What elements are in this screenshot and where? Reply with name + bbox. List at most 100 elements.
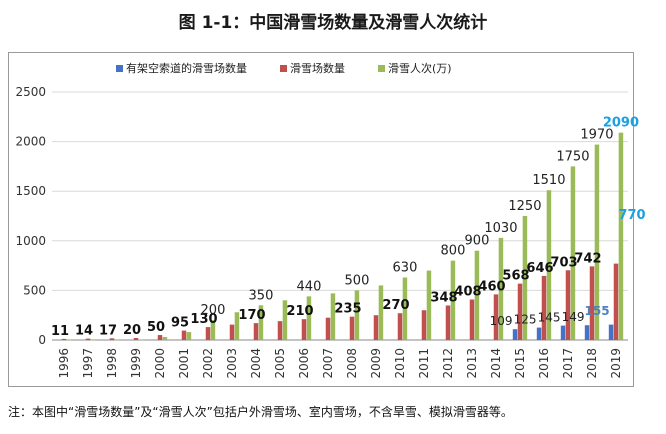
y-tick-label: 0 — [38, 333, 46, 347]
legend-swatch — [378, 65, 385, 72]
data-label: 703 — [550, 255, 577, 270]
legend-label: 滑雪场数量 — [290, 61, 345, 75]
bar — [512, 329, 518, 340]
data-label: 440 — [297, 279, 322, 294]
bar — [536, 327, 542, 340]
bar — [560, 325, 566, 340]
bar — [85, 338, 91, 340]
bar — [565, 270, 571, 340]
bar — [522, 216, 528, 340]
bar — [421, 310, 427, 340]
x-tick-label: 2006 — [297, 348, 311, 379]
data-label: 408 — [454, 285, 481, 300]
bar — [138, 339, 144, 341]
x-tick-label: 2004 — [249, 348, 263, 379]
bar — [450, 260, 456, 340]
data-label: 1970 — [580, 128, 613, 143]
bar — [253, 323, 259, 340]
bar — [584, 325, 590, 340]
x-tick-label: 2008 — [345, 348, 359, 379]
data-label: 460 — [478, 279, 505, 294]
bar — [157, 335, 163, 340]
data-label: 17 — [99, 323, 117, 338]
x-tick-label: 2003 — [225, 348, 239, 379]
bar — [133, 338, 139, 340]
data-label: 630 — [393, 261, 418, 276]
data-label: 235 — [334, 302, 361, 317]
bar — [186, 332, 192, 340]
data-label: 125 — [514, 313, 537, 327]
chart-frame — [8, 52, 634, 387]
data-label: 210 — [286, 304, 313, 319]
chart-note: 注：本图中“滑雪场数量”及“滑雪人次”包括户外滑雪场、室内雪场，不含旱雪、模拟滑… — [8, 405, 513, 419]
x-tick-label: 2016 — [537, 348, 551, 379]
y-tick-label: 1000 — [15, 234, 46, 248]
chart-title: 图 1-1：中国滑雪场数量及滑雪人次统计 — [178, 13, 488, 33]
x-tick-label: 1996 — [57, 348, 71, 379]
bar — [330, 293, 336, 340]
x-tick-label: 1998 — [105, 348, 119, 379]
bar — [61, 338, 67, 340]
legend-swatch — [116, 65, 123, 72]
x-tick-label: 2002 — [201, 348, 215, 379]
data-label: 50 — [147, 320, 165, 335]
x-tick-label: 2009 — [369, 348, 383, 379]
bar — [445, 305, 451, 340]
legend-swatch — [280, 65, 287, 72]
data-label: 800 — [441, 244, 466, 259]
x-tick-label: 1999 — [129, 348, 143, 379]
data-label: 95 — [171, 316, 189, 331]
bar — [594, 144, 600, 340]
bar — [426, 270, 432, 340]
y-tick-label: 500 — [23, 283, 46, 297]
data-label: 1250 — [508, 199, 541, 214]
bar — [474, 250, 480, 340]
x-tick-label: 2005 — [273, 348, 287, 379]
data-label: 900 — [465, 234, 490, 249]
data-label: 348 — [430, 290, 457, 305]
y-tick-label: 1500 — [15, 184, 46, 198]
data-label: 1510 — [532, 173, 565, 188]
bar — [546, 190, 552, 340]
x-tick-label: 2000 — [153, 348, 167, 379]
bar — [402, 277, 408, 340]
bar — [354, 290, 360, 340]
data-label: 1030 — [484, 221, 517, 236]
x-tick-label: 2014 — [489, 348, 503, 379]
bar — [570, 166, 576, 340]
data-label: 2090 — [603, 116, 639, 131]
bar — [205, 327, 211, 340]
x-tick-label: 2010 — [393, 348, 407, 379]
bar — [301, 319, 307, 340]
data-label: 1750 — [556, 149, 589, 164]
bar — [608, 324, 614, 340]
data-label: 149 — [562, 310, 585, 324]
bar — [229, 324, 235, 340]
bar — [66, 339, 72, 341]
legend-label: 滑雪人次(万) — [388, 61, 452, 75]
x-tick-label: 2017 — [561, 348, 575, 379]
data-label: 145 — [538, 311, 561, 325]
y-tick-label: 2500 — [15, 85, 46, 99]
bar — [210, 320, 216, 340]
bar — [114, 339, 120, 341]
data-label: 11 — [51, 324, 69, 339]
bar — [493, 294, 499, 340]
bar — [469, 299, 475, 340]
x-tick-label: 2007 — [321, 348, 335, 379]
bar — [234, 312, 240, 340]
bar — [258, 305, 264, 340]
x-tick-label: 1997 — [81, 348, 95, 379]
bar — [618, 132, 624, 340]
x-tick-label: 2012 — [441, 348, 455, 379]
data-label: 109 — [490, 314, 513, 328]
x-tick-label: 2001 — [177, 348, 191, 379]
x-tick-label: 2019 — [609, 348, 623, 379]
x-tick-label: 2015 — [513, 348, 527, 379]
data-label: 350 — [249, 288, 274, 303]
x-tick-label: 2011 — [417, 348, 431, 379]
bar — [325, 317, 331, 340]
bar — [373, 315, 379, 340]
bar — [589, 266, 595, 340]
